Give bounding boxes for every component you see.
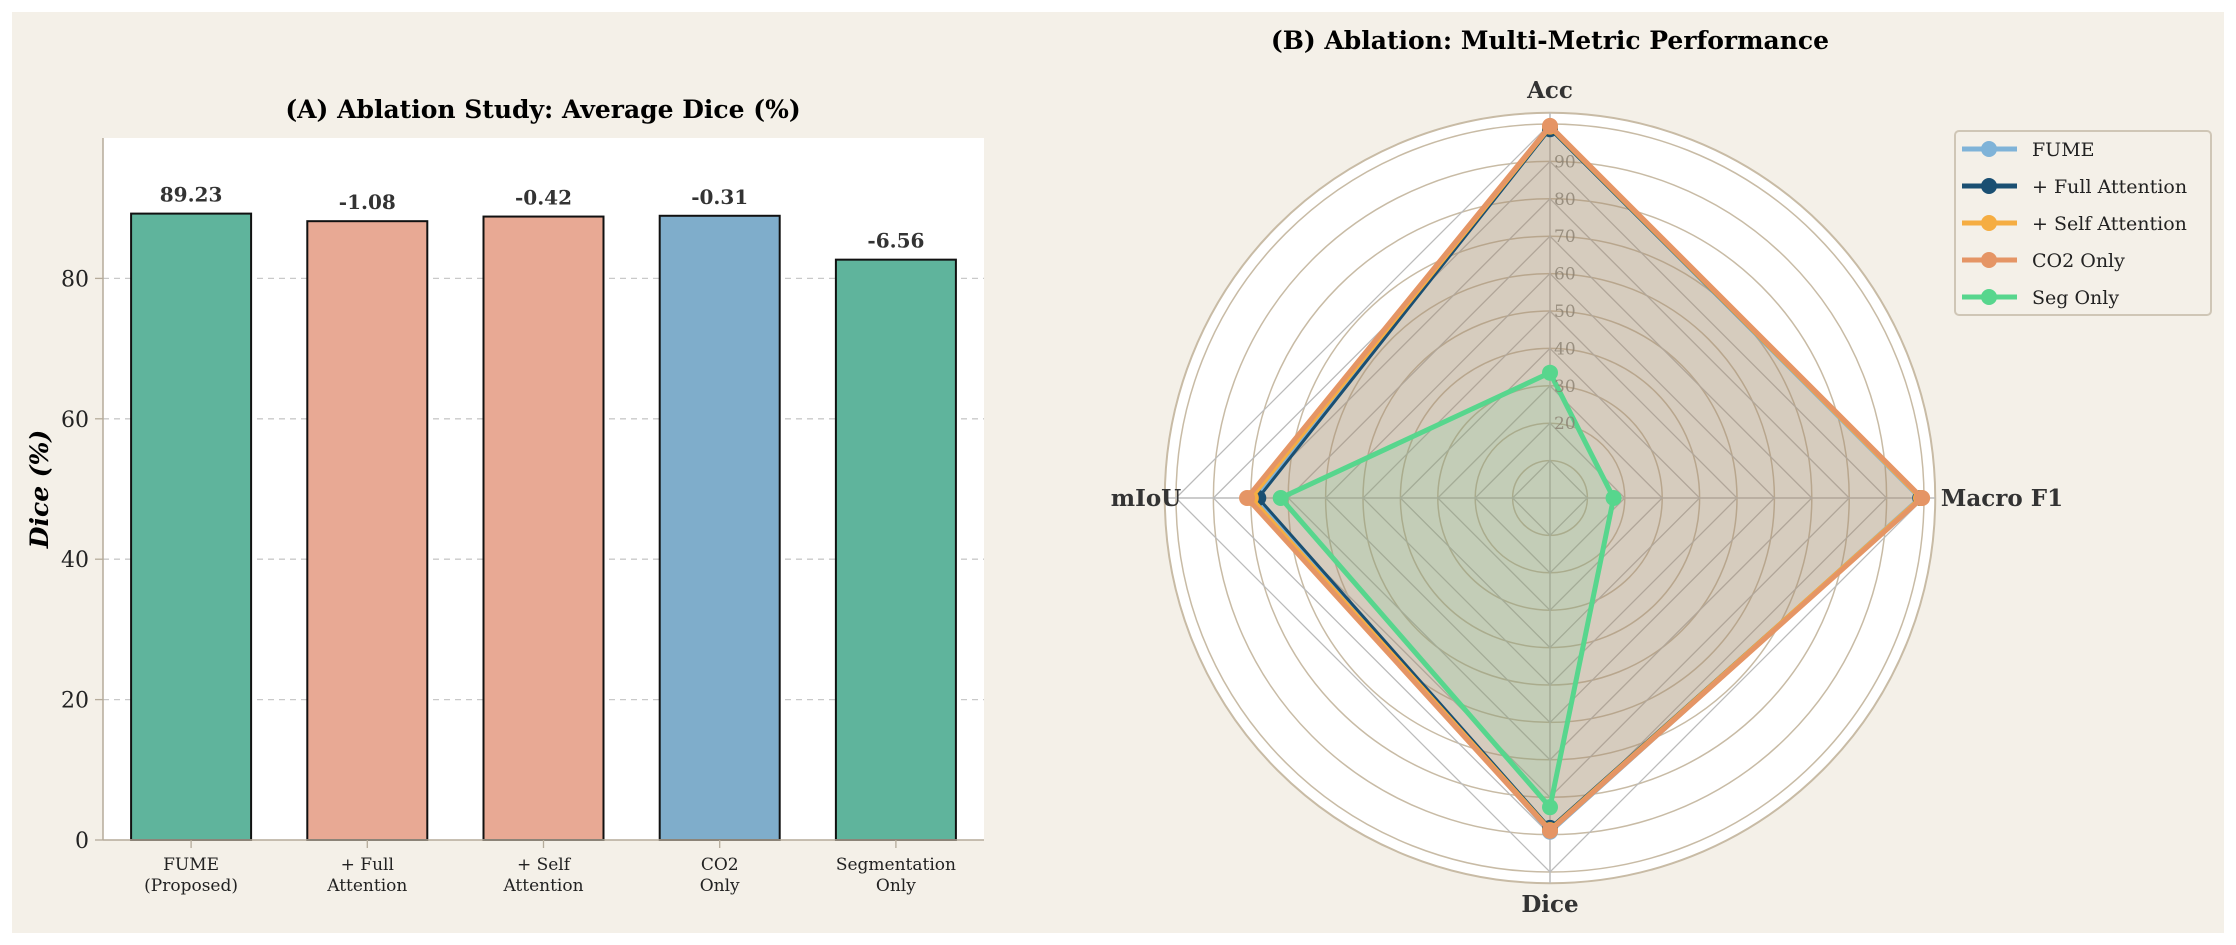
legend-label: FUME bbox=[2032, 139, 2095, 161]
legend-marker bbox=[1981, 141, 1997, 157]
x-tick-label: Segmentation bbox=[836, 855, 956, 875]
radar-tick-label: 60 bbox=[1554, 265, 1576, 285]
radar-point bbox=[1542, 364, 1558, 381]
y-tick-label: 0 bbox=[75, 829, 89, 854]
radar-point bbox=[1542, 117, 1558, 134]
radar-series-fill bbox=[1280, 372, 1614, 808]
legend-label: CO2 Only bbox=[2032, 250, 2125, 272]
bar-y-axis-label: Dice (%) bbox=[25, 430, 54, 549]
radar-tick-label: 40 bbox=[1554, 339, 1576, 359]
x-tick-label: Attention bbox=[502, 876, 583, 896]
radar-point bbox=[1914, 490, 1931, 506]
bar-chart: 89.23 -1.08 -0.42 -0.31-6.56 020406080FUME(… bbox=[25, 95, 984, 896]
legend-label: Seg Only bbox=[2032, 287, 2119, 309]
legend-box bbox=[1954, 130, 2212, 316]
radar-point bbox=[1239, 490, 1256, 506]
x-tick-label: Only bbox=[876, 876, 916, 896]
x-tick-label: CO2 bbox=[701, 855, 739, 875]
x-tick-label: (Proposed) bbox=[144, 876, 238, 896]
radar-axis-label: mIoU bbox=[1111, 485, 1182, 512]
x-tick-label: + Self bbox=[517, 855, 572, 875]
radar-tick-label: 80 bbox=[1554, 190, 1576, 210]
y-tick-label: 20 bbox=[61, 689, 89, 714]
bar bbox=[482, 215, 605, 842]
legend-label: + Self Attention bbox=[2032, 213, 2187, 235]
bar bbox=[306, 220, 429, 841]
bar-data-label: -1.08 bbox=[339, 190, 396, 214]
legend-label: + Full Attention bbox=[2032, 176, 2187, 198]
radar-tick-label: 20 bbox=[1554, 414, 1576, 434]
x-tick-label: Only bbox=[700, 876, 740, 896]
radar-series-fill bbox=[1258, 129, 1921, 828]
legend-marker bbox=[1981, 252, 1997, 268]
radar-point bbox=[1605, 490, 1622, 506]
radar-chart: (B) Ablation: Multi-Metric Performance 2… bbox=[1111, 26, 2212, 918]
radar-tick-label: 30 bbox=[1554, 377, 1576, 397]
radar-point bbox=[1272, 490, 1289, 506]
radar-tick-label: 50 bbox=[1554, 302, 1576, 322]
bar-data-label: -0.42 bbox=[515, 186, 572, 210]
y-tick-label: 60 bbox=[61, 408, 89, 433]
y-tick-label: 80 bbox=[61, 267, 89, 292]
bar-data-label: -0.31 bbox=[691, 185, 748, 209]
x-tick-label: Attention bbox=[326, 876, 407, 896]
legend-marker bbox=[1981, 289, 1997, 305]
legend-marker bbox=[1981, 178, 1997, 194]
bar bbox=[130, 212, 253, 841]
legend: FUME + Full Attention + Self Attention CO2 … bbox=[1954, 130, 2212, 316]
radar-axis-label: Macro F1 bbox=[1941, 485, 2063, 512]
radar-axis-label: Dice bbox=[1521, 891, 1578, 918]
radar-point bbox=[1542, 799, 1558, 816]
legend-marker bbox=[1981, 215, 1997, 231]
bar-data-label: -6.56 bbox=[867, 229, 924, 253]
radar-tick-label: 90 bbox=[1554, 152, 1576, 172]
bar bbox=[834, 258, 957, 841]
y-tick-label: 40 bbox=[61, 548, 89, 573]
radar-axis-label: Acc bbox=[1526, 77, 1573, 104]
x-tick-label: FUME bbox=[163, 855, 219, 875]
radar-point bbox=[1542, 822, 1558, 839]
radar-tick-label: 70 bbox=[1554, 227, 1576, 247]
bar-data-label: 89.23 bbox=[160, 183, 223, 207]
bar-chart-title: (A) Ablation Study: Average Dice (%) bbox=[285, 95, 800, 124]
bar bbox=[658, 214, 781, 841]
x-tick-label: + Full bbox=[341, 855, 394, 875]
radar-chart-title: (B) Ablation: Multi-Metric Performance bbox=[1271, 26, 1829, 55]
